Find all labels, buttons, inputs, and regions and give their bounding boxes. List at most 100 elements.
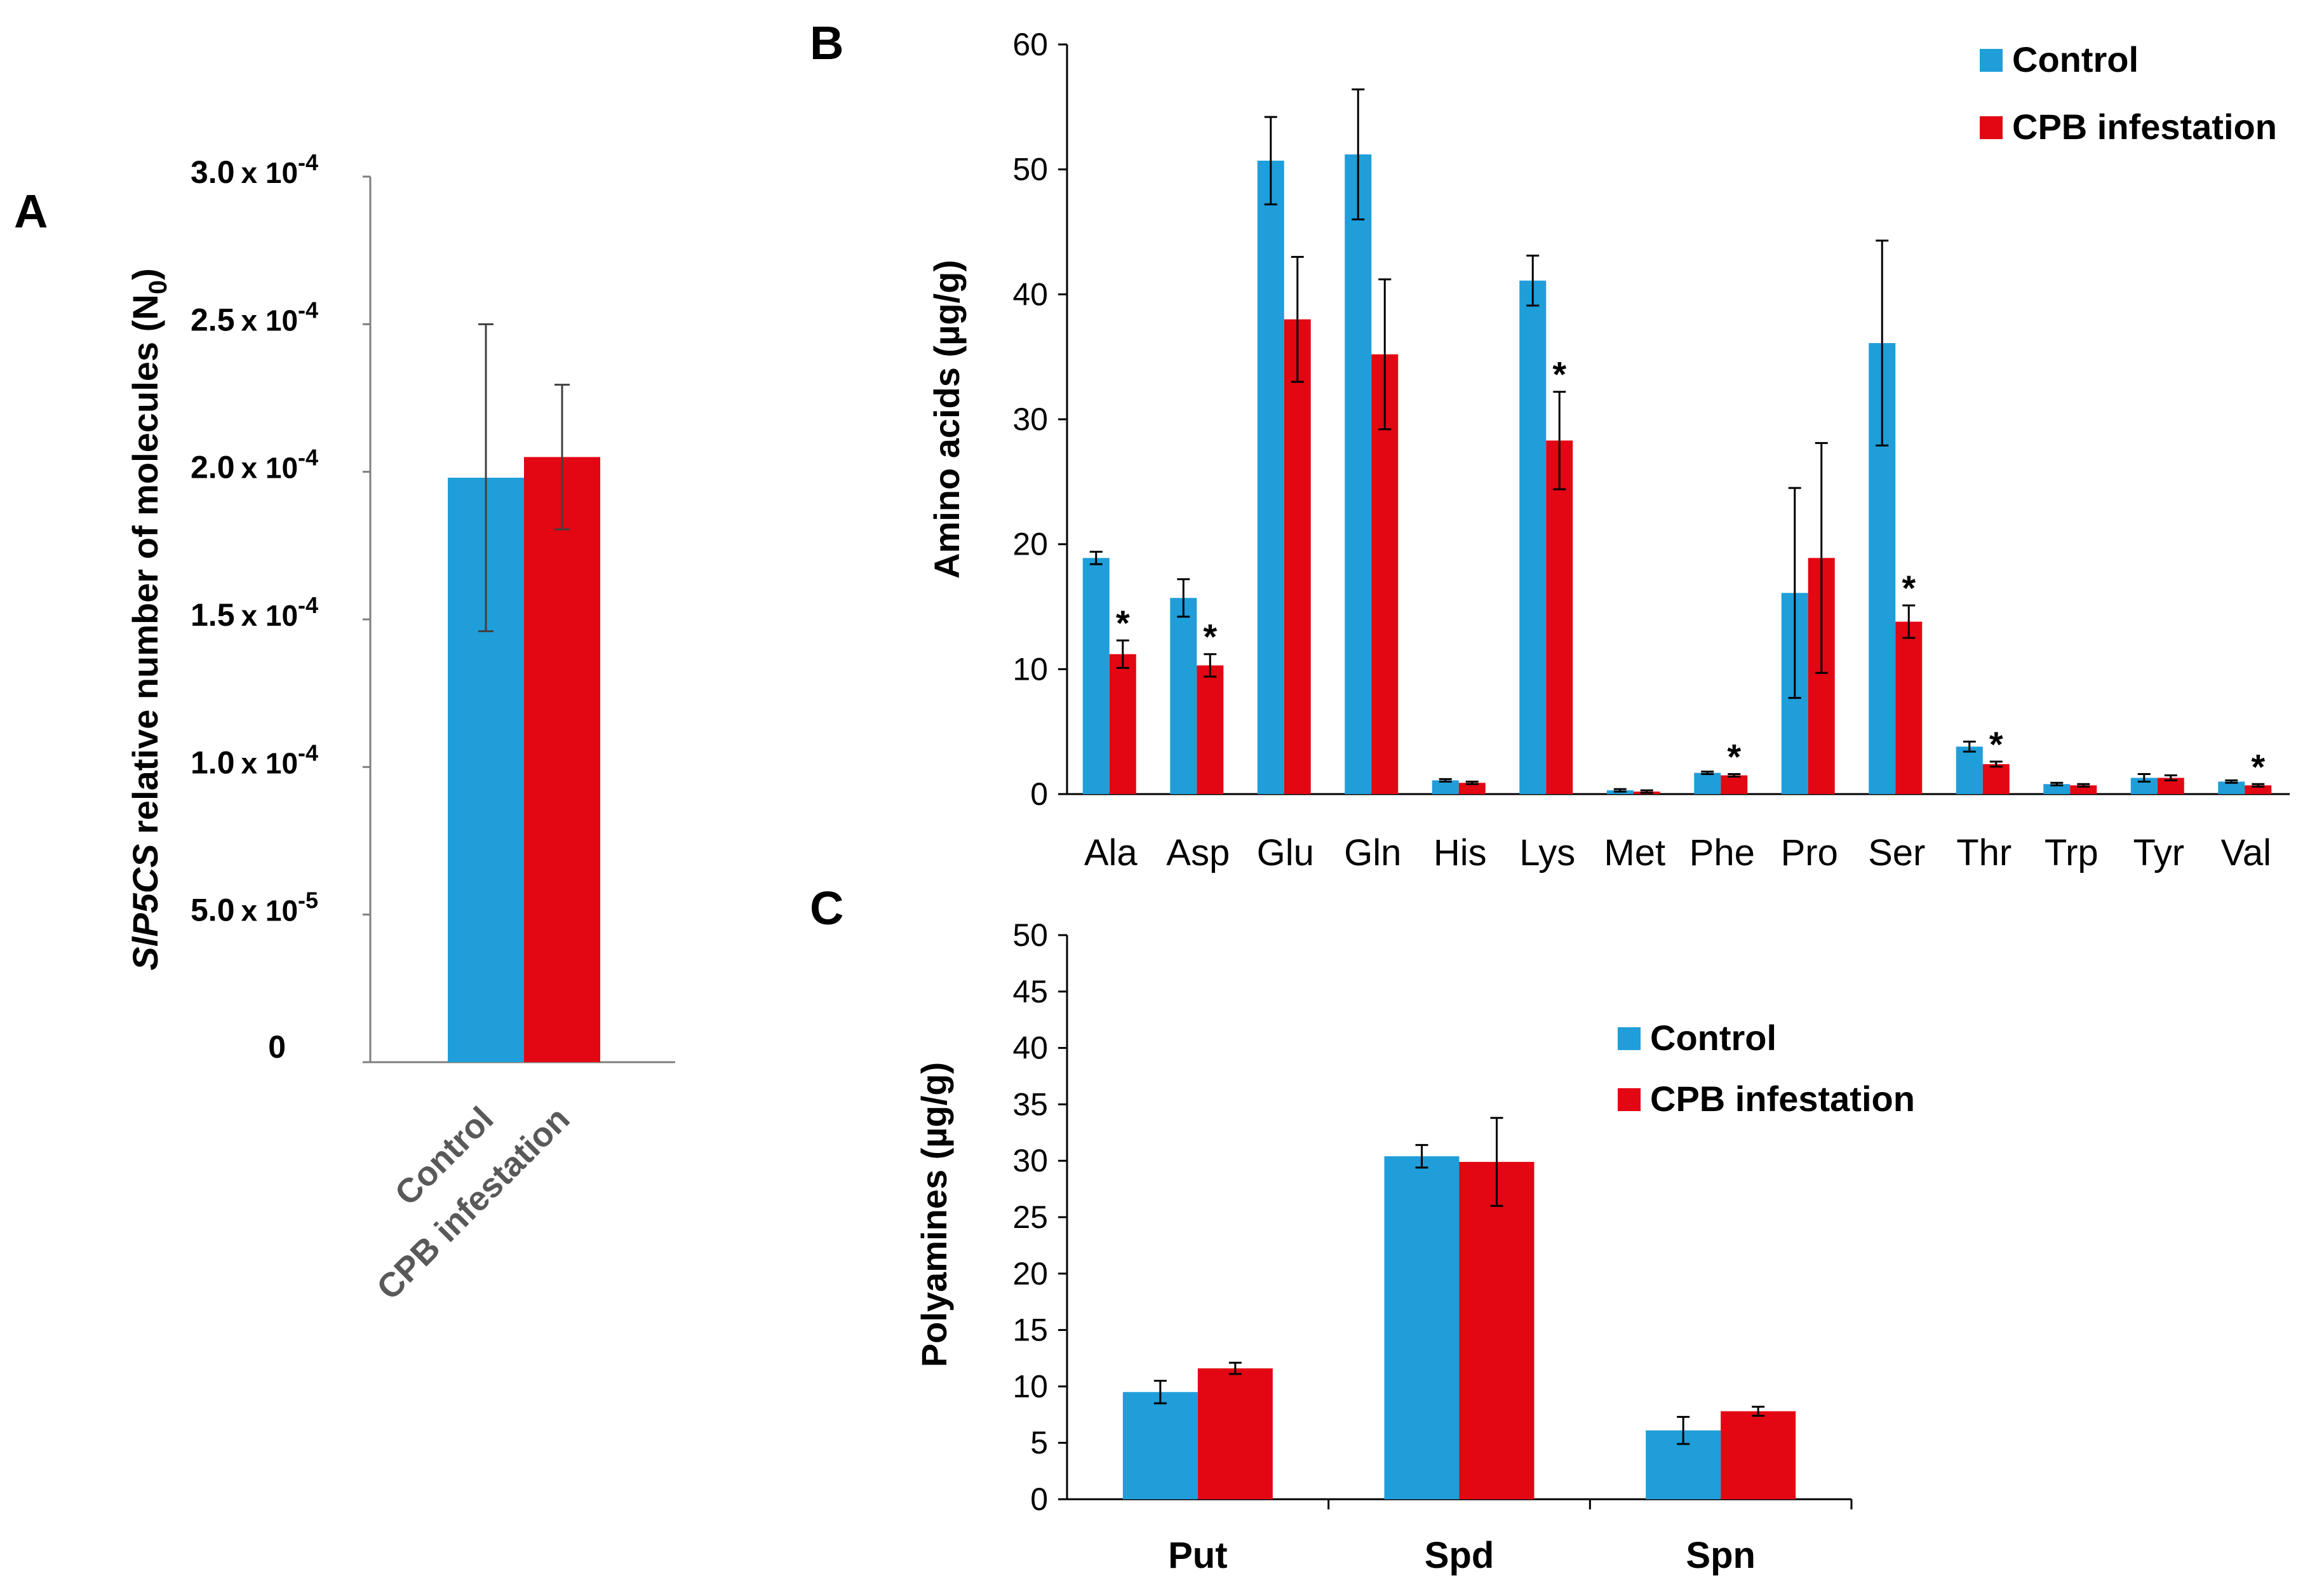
- legend-swatch-control: [1618, 1027, 1641, 1050]
- y-axis-label-text: relative number of molecules (N: [125, 294, 165, 844]
- y-tick-label: 5.0 x 10-5: [191, 887, 318, 928]
- x-tick-label-glu: Glu: [1257, 832, 1314, 873]
- significance-marker: *: [1116, 603, 1130, 643]
- y-axis-label-close: ): [125, 268, 165, 280]
- y-tick-mantissa: 1.5: [191, 597, 235, 633]
- x-tick-label-met: Met: [1604, 832, 1665, 873]
- bar-control-his: [1432, 780, 1459, 794]
- y-axis-label-subscript: 0: [144, 280, 172, 294]
- y-tick-label: 25: [1012, 1199, 1048, 1235]
- y-tick-exponent: -4: [298, 739, 318, 766]
- panel-letter-c: C: [810, 882, 843, 934]
- y-tick-base: x 10: [241, 452, 299, 485]
- y-tick-exponent: -4: [298, 297, 318, 323]
- y-axis-label: Polyamines (µg/g): [914, 1062, 954, 1367]
- y-tick-label: 50: [1012, 917, 1048, 953]
- error-bar: [1439, 778, 1452, 783]
- bar-control-asp: [1170, 598, 1197, 794]
- x-tick-label-phe: Phe: [1689, 832, 1755, 873]
- y-tick-label: 40: [1012, 276, 1048, 312]
- error-bar: [1876, 239, 1889, 447]
- error-bar: [2164, 774, 2177, 781]
- x-tick-label-spd: Spd: [1425, 1535, 1494, 1576]
- y-tick-label: 45: [1012, 974, 1048, 1009]
- y-tick-label: 5: [1030, 1425, 1048, 1460]
- y-tick-label: 2.0 x 10-4: [191, 445, 318, 485]
- error-bar: [1490, 1117, 1503, 1207]
- significance-marker: *: [1989, 724, 2003, 764]
- x-tick-label-ser: Ser: [1868, 832, 1925, 873]
- bar-control-gln: [1345, 154, 1372, 795]
- bar-control-ala: [1082, 558, 1110, 794]
- legend-swatch-control: [1980, 49, 2003, 72]
- significance-marker: *: [1552, 354, 1566, 395]
- y-tick-label: 15: [1012, 1312, 1048, 1348]
- error-bar: [1291, 255, 1304, 383]
- error-bar: [1465, 780, 1479, 785]
- y-tick-mantissa: 5.0: [191, 893, 235, 928]
- x-tick-label-pro: Pro: [1781, 832, 1838, 873]
- y-tick-label: 0: [268, 1029, 286, 1065]
- error-bar: [1153, 1380, 1167, 1405]
- error-bar: [1613, 788, 1627, 793]
- y-tick-base: x 10: [241, 599, 299, 632]
- error-bar: [1116, 639, 1129, 669]
- x-tick-label-val: Val: [2220, 832, 2271, 873]
- significance-marker: *: [1727, 737, 1741, 777]
- y-tick-mantissa: 2.5: [191, 302, 235, 337]
- x-tick-label-lys: Lys: [1519, 832, 1575, 873]
- bar-cpb-infestation-glu: [1284, 319, 1311, 795]
- error-bar: [2050, 781, 2064, 786]
- error-bar: [1553, 391, 1566, 490]
- y-tick-exponent: -5: [298, 887, 318, 914]
- y-tick-label: 30: [1012, 401, 1048, 437]
- legend-label-control: Control: [1650, 1018, 1777, 1058]
- y-tick-mantissa: 1.0: [191, 745, 235, 780]
- bar-control-glu: [1257, 160, 1284, 794]
- y-tick-label: 20: [1012, 1256, 1048, 1292]
- legend-label-control: Control: [2012, 39, 2139, 79]
- error-bar: [1526, 254, 1540, 307]
- error-bar: [1352, 88, 1365, 220]
- y-tick-label: 10: [1012, 651, 1048, 687]
- legend-swatch-cpb: [1980, 116, 2003, 139]
- bar-cpb-infestation-thr: [1982, 764, 2010, 794]
- legend-label-cpb: CPB infestation: [1650, 1079, 1915, 1119]
- y-tick-label: 30: [1012, 1143, 1048, 1178]
- y-tick-label: 1.0 x 10-4: [191, 739, 318, 780]
- y-tick-exponent: -4: [298, 592, 318, 618]
- y-axis-label: SlP5CS relative number of molecules (N0): [125, 268, 172, 970]
- panel-c-chart: 0 5 10 15 20 25 30 35 40 45 50 Put Spd Spn Polyamines …: [914, 917, 1915, 1576]
- panel-b-chart: 0 10 20 30 40 50 60 * Ala * Asp Glu Gln His * Lys Met * Ph…: [927, 27, 2290, 873]
- bar-control-val: [2218, 781, 2245, 794]
- x-tick-label-asp: Asp: [1166, 832, 1230, 873]
- y-tick-exponent: -4: [298, 445, 318, 471]
- error-bar: [1228, 1361, 1242, 1375]
- legend-swatch-cpb: [1618, 1088, 1641, 1111]
- x-tick-label-gln: Gln: [1344, 832, 1401, 873]
- y-axis-label-gene: SlP5CS: [125, 844, 165, 970]
- bar-cpb-infestation-lys: [1546, 440, 1573, 794]
- y-tick-label: 20: [1012, 527, 1048, 562]
- error-bar: [1677, 1415, 1690, 1445]
- bar-cpb-infestation-spd: [1459, 1161, 1535, 1499]
- bar-cpb-infestation: [524, 457, 600, 1062]
- y-tick-label: 3.0 x 10-4: [191, 149, 318, 190]
- error-bar: [478, 323, 494, 633]
- y-tick-label: 0: [1030, 776, 1048, 812]
- significance-marker: *: [2251, 746, 2265, 786]
- error-bar: [1089, 550, 1103, 565]
- x-tick-label-put: Put: [1168, 1535, 1227, 1576]
- bar-cpb-infestation-trp: [2070, 785, 2097, 794]
- error-bar: [2137, 773, 2151, 783]
- bar-control-phe: [1694, 772, 1721, 794]
- bar-cpb-infestation-ala: [1109, 654, 1136, 794]
- x-tick-label-tyr: Tyr: [2133, 832, 2184, 873]
- y-tick-exponent: -4: [298, 149, 318, 175]
- bar-control-trp: [2043, 784, 2071, 794]
- error-bar: [1177, 578, 1190, 618]
- y-tick-mantissa: 3.0: [191, 154, 235, 190]
- x-tick-label-spn: Spn: [1686, 1535, 1756, 1576]
- y-tick-base: x 10: [241, 894, 299, 927]
- x-tick-label-ala: Ala: [1084, 832, 1138, 873]
